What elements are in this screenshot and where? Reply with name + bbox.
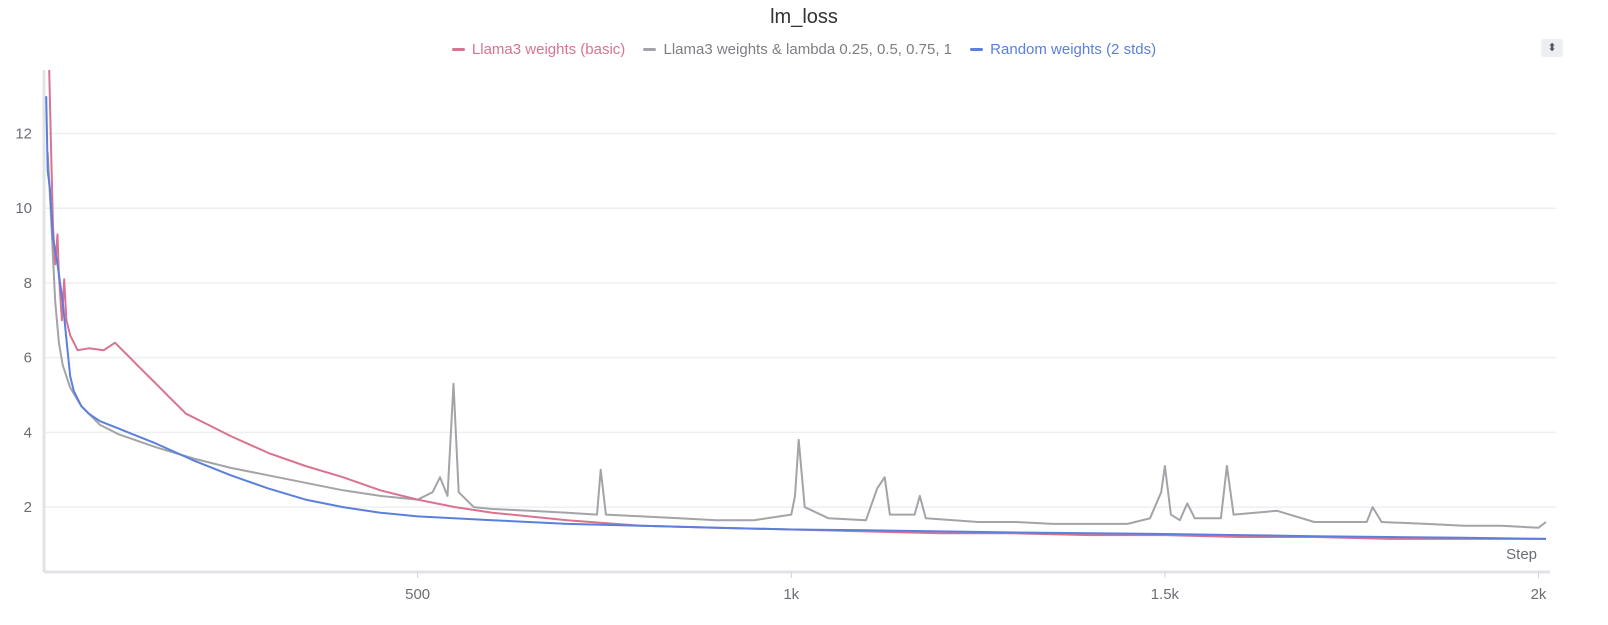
- sort-arrows-icon[interactable]: ⬍: [1541, 39, 1563, 57]
- legend-item-llama3-basic[interactable]: Llama3 weights (basic): [451, 41, 626, 58]
- legend-label: Llama3 weights & lambda 0.25, 0.5, 0.75,…: [663, 41, 952, 58]
- legend: Llama3 weights (basic) Llama3 weights & …: [0, 38, 1608, 58]
- y-tick-label: 8: [24, 275, 32, 292]
- y-tick-label: 6: [24, 350, 32, 367]
- legend-label: Llama3 weights (basic): [471, 41, 626, 58]
- y-tick-label: 12: [15, 126, 32, 143]
- y-tick-label: 10: [15, 200, 32, 217]
- legend-swatch: [451, 48, 465, 51]
- x-tick-label: 1k: [783, 586, 799, 603]
- y-tick-label: 4: [24, 424, 32, 441]
- legend-swatch: [643, 48, 657, 51]
- x-axis-label: Step: [1506, 546, 1537, 563]
- series-line-1: [46, 152, 1547, 529]
- chart-title: lm_loss: [770, 6, 838, 28]
- x-tick-label: 500: [405, 586, 430, 603]
- legend-item-random[interactable]: Random weights (2 stds): [970, 41, 1156, 58]
- legend-item-llama3-lambda[interactable]: Llama3 weights & lambda 0.25, 0.5, 0.75,…: [643, 41, 952, 58]
- x-tick-label: 1.5k: [1151, 586, 1180, 603]
- series-line-2: [45, 96, 1547, 540]
- y-tick-label: 2: [24, 499, 32, 516]
- legend-swatch: [970, 48, 984, 51]
- legend-label: Random weights (2 stds): [990, 41, 1157, 58]
- x-tick-label: 2k: [1531, 586, 1547, 603]
